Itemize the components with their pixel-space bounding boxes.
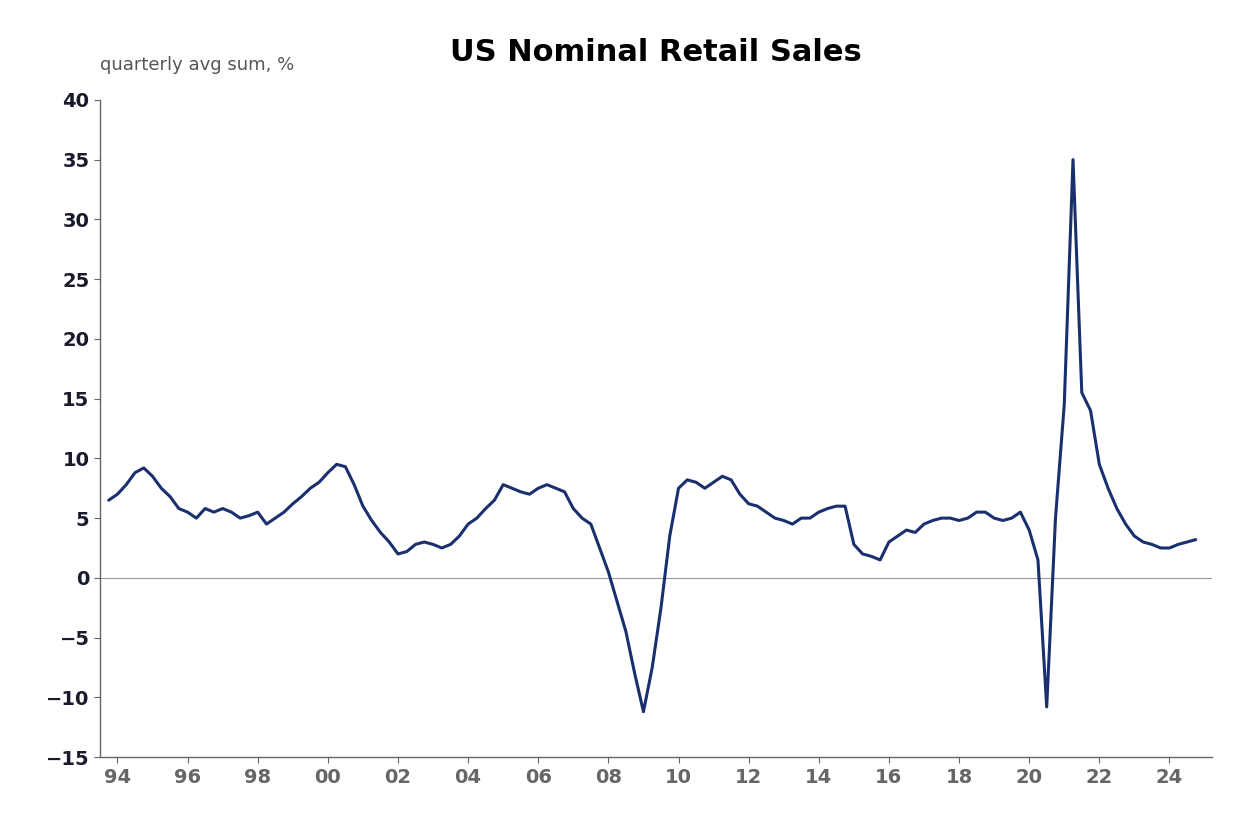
Title: US Nominal Retail Sales: US Nominal Retail Sales: [450, 38, 862, 67]
Text: quarterly avg sum, %: quarterly avg sum, %: [100, 56, 295, 73]
